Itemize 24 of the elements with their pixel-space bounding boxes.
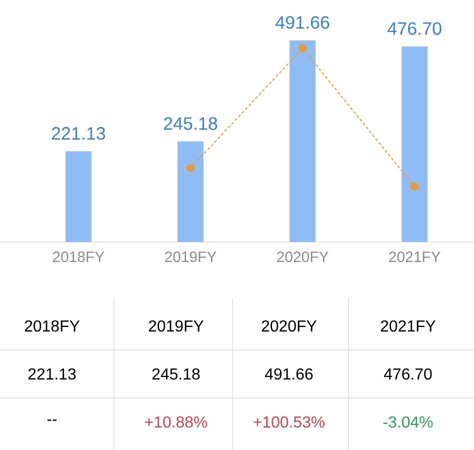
category-label: 2019FY bbox=[148, 320, 204, 332]
text: 245.18 bbox=[164, 117, 218, 130]
data-label: +100.53% bbox=[254, 416, 325, 428]
data-label: 245.18 bbox=[152, 368, 200, 380]
x-tick-label: 2018FY bbox=[53, 252, 104, 262]
data-label: 476.70 bbox=[384, 368, 432, 380]
data-label: 221.13 bbox=[28, 368, 76, 380]
bar bbox=[178, 141, 204, 242]
bar bbox=[65, 151, 92, 242]
data-label: 491.66 bbox=[264, 368, 313, 380]
category-label: 2021FY bbox=[380, 320, 436, 332]
bar bbox=[402, 46, 428, 242]
x-tick-label: 2019FY bbox=[165, 252, 216, 262]
category-label: 2020FY bbox=[262, 320, 317, 332]
x-tick-label: 2021FY bbox=[389, 252, 440, 262]
data-label: -3.04% bbox=[383, 416, 433, 428]
text: -- bbox=[47, 420, 57, 421]
text: 221.13 bbox=[52, 127, 106, 140]
text: 476.70 bbox=[388, 22, 442, 35]
bar bbox=[290, 40, 316, 242]
text: 491.66 bbox=[276, 16, 330, 29]
x-tick-label: 2020FY bbox=[277, 252, 328, 262]
data-label: +10.88% bbox=[145, 416, 208, 428]
category-label: 2018FY bbox=[24, 320, 80, 332]
